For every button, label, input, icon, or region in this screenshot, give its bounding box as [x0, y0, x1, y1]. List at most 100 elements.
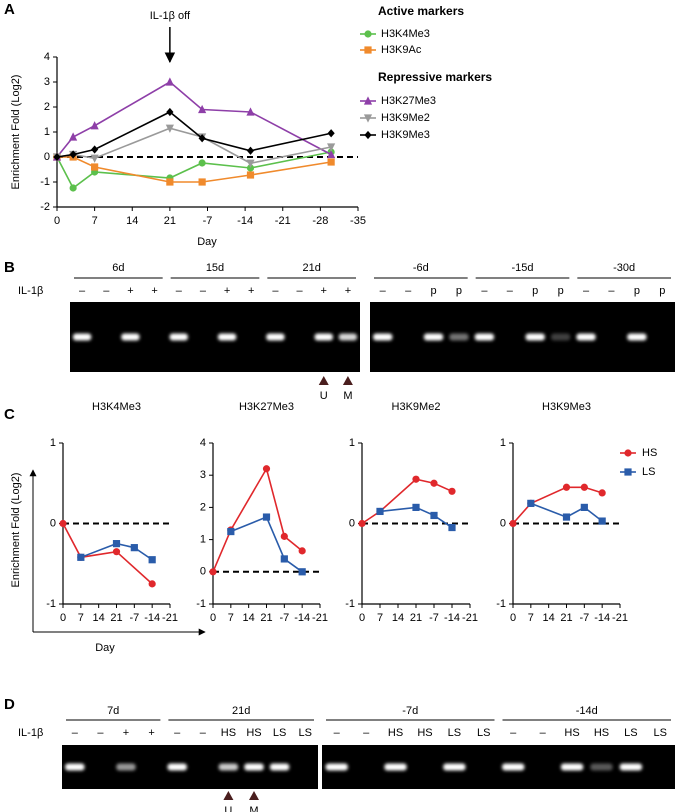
- y-tick-label: -1: [40, 176, 50, 188]
- band: [325, 763, 348, 771]
- lane-label: +: [123, 727, 129, 739]
- lane-label: HS: [388, 727, 403, 739]
- x-tick-label: 0: [210, 612, 216, 624]
- lane-label: –: [103, 285, 110, 297]
- marker: [448, 487, 456, 495]
- lane-label: +: [248, 285, 254, 297]
- group-label: 7d: [107, 705, 119, 717]
- lane-label: HS: [564, 727, 579, 739]
- series-line: [379, 506, 453, 529]
- marker: [91, 163, 99, 171]
- x-tick-label: 7: [78, 612, 84, 624]
- y-tick-label: -1: [345, 598, 355, 610]
- x-tick-label: -21: [162, 612, 178, 624]
- legend-label: H3K27Me3: [381, 95, 436, 107]
- lane-label: –: [608, 285, 615, 297]
- marker: [598, 517, 606, 525]
- arrow: [318, 376, 329, 385]
- marker: [364, 46, 372, 54]
- x-tick-label: 7: [228, 612, 234, 624]
- marker: [209, 568, 217, 576]
- band: [550, 333, 571, 341]
- marker: [280, 555, 288, 563]
- lane-label: HS: [246, 727, 261, 739]
- x-tick-label: -21: [312, 612, 328, 624]
- marker: [412, 475, 420, 483]
- marker: [327, 149, 336, 159]
- lane-label: LS: [448, 727, 461, 739]
- lane-label: +: [224, 285, 230, 297]
- y-tick-label: 3: [200, 469, 206, 481]
- x-tick-label: -21: [275, 215, 291, 227]
- gel: [370, 302, 675, 372]
- marker: [246, 171, 255, 179]
- band: [560, 763, 584, 771]
- y-tick-label: 2: [44, 101, 50, 113]
- x-tick-label: -7: [429, 612, 439, 624]
- x-tick-label: 21: [560, 612, 572, 624]
- group-label: 21d: [302, 262, 320, 274]
- lane-label: –: [507, 285, 514, 297]
- lane-label: p: [456, 285, 462, 297]
- marker: [246, 107, 255, 116]
- x-tick-label: 14: [93, 612, 105, 624]
- legend-label: H3K9Me3: [381, 129, 430, 141]
- band: [373, 333, 393, 341]
- band: [443, 763, 466, 771]
- lane-label: p: [558, 285, 564, 297]
- marker: [376, 507, 384, 516]
- y-tick-label: -2: [40, 201, 50, 213]
- x-axis-label: Day: [95, 642, 115, 654]
- marker: [90, 154, 99, 163]
- x-tick-label: 0: [359, 612, 365, 624]
- lane-label: p: [659, 285, 665, 297]
- x-tick-label: 14: [126, 215, 138, 227]
- arrow-label: M: [343, 390, 352, 402]
- x-tick-label: -14: [294, 612, 310, 624]
- y-tick-label: 0: [349, 517, 355, 529]
- panel-letter: C: [4, 406, 15, 423]
- marker: [327, 158, 335, 166]
- band: [121, 333, 140, 341]
- lane-label: –: [200, 285, 207, 297]
- band: [449, 333, 469, 341]
- arrow: [223, 791, 234, 800]
- marker: [148, 556, 156, 564]
- row-label: IL-1β: [18, 285, 43, 297]
- marker: [363, 96, 373, 105]
- x-tick-label: 21: [164, 215, 176, 227]
- arrow-label: M: [249, 805, 258, 812]
- x-tick-label: 0: [54, 215, 60, 227]
- lane-label: LS: [298, 727, 311, 739]
- marker: [198, 159, 206, 167]
- marker: [562, 483, 571, 491]
- marker: [298, 547, 306, 555]
- x-tick-label: 0: [510, 612, 516, 624]
- marker: [327, 129, 335, 138]
- marker: [246, 146, 255, 155]
- y-tick-label: 1: [349, 437, 355, 449]
- y-tick-label: -1: [196, 598, 206, 610]
- lane-label: +: [127, 285, 133, 297]
- lane-label: +: [321, 285, 327, 297]
- y-axis-label: Enrichment Fold (Log2): [10, 473, 22, 588]
- group-label: -14d: [576, 705, 598, 717]
- marker: [69, 184, 77, 192]
- marker: [165, 77, 174, 86]
- lane-label: p: [430, 285, 436, 297]
- lane-label: LS: [654, 727, 667, 739]
- chart-title: H3K4Me3: [92, 401, 141, 413]
- band: [474, 333, 495, 341]
- marker: [69, 132, 78, 141]
- lane-label: HS: [594, 727, 609, 739]
- y-tick-label: 1: [50, 437, 56, 449]
- marker: [509, 519, 517, 528]
- band: [423, 333, 444, 341]
- legend-label: H3K9Ac: [381, 44, 422, 56]
- x-tick-label: -14: [144, 612, 160, 624]
- gel: [70, 302, 360, 372]
- x-tick-label: -14: [594, 612, 610, 624]
- lane-label: LS: [477, 727, 490, 739]
- band: [384, 763, 407, 771]
